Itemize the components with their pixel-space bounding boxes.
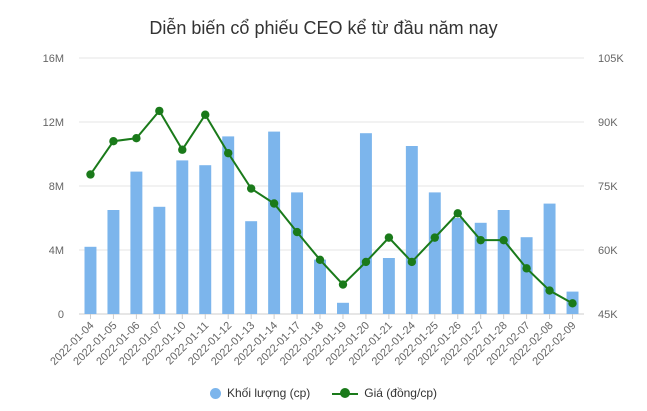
price-point	[292, 227, 302, 237]
volume-bar	[268, 131, 281, 314]
volume-bar	[314, 259, 326, 314]
x-axis: 2022-01-042022-01-052022-01-062022-01-07…	[48, 314, 579, 368]
price-point	[568, 299, 577, 308]
y-right-tick-label: 75K	[598, 181, 618, 193]
volume-bar	[84, 246, 97, 314]
volume-bar	[199, 165, 212, 314]
y-right-tick-label: 45K	[598, 309, 618, 321]
y-axis-left: 0 4M 8M 12M 16M	[43, 53, 64, 321]
price-point	[315, 255, 325, 265]
price-point	[224, 148, 233, 158]
price-line	[86, 106, 577, 308]
chart-title: Diễn biến cổ phiếu CEO kể từ đầu năm nay	[149, 18, 498, 38]
volume-bar	[359, 133, 372, 314]
volume-bar	[291, 192, 304, 314]
price-point	[476, 235, 485, 245]
price-point	[430, 233, 439, 242]
y-right-tick-label: 105K	[598, 53, 624, 65]
price-point	[338, 280, 348, 289]
y-left-tick-label: 4M	[49, 245, 64, 257]
y-left-tick-label: 12M	[43, 117, 64, 129]
volume-bar	[474, 222, 487, 314]
legend-price-swatch	[332, 388, 359, 399]
price-point	[384, 233, 394, 242]
price-point	[155, 106, 164, 116]
y-left-tick-label: 0	[58, 309, 64, 321]
volume-bars	[84, 131, 579, 314]
volume-bar	[543, 203, 556, 314]
volume-bar	[130, 171, 143, 314]
volume-bar	[153, 206, 166, 314]
chart-area: 0 4M 8M 12M 16M 45K 60K 75K 90K 105K 2022-01-042…	[43, 53, 625, 368]
price-point	[178, 145, 187, 154]
y-right-tick-label: 90K	[598, 117, 618, 129]
volume-bar	[107, 210, 120, 314]
price-point	[522, 264, 531, 273]
price-point	[499, 235, 508, 245]
price-point	[361, 257, 371, 267]
legend-volume-swatch	[210, 387, 221, 399]
price-point	[269, 199, 279, 208]
volume-bar	[337, 302, 349, 314]
price-point	[132, 134, 141, 143]
price-point	[545, 286, 554, 295]
legend-item-price[interactable]: Giá (đồng/cp)	[332, 386, 437, 400]
y-axis-right: 45K 60K 75K 90K 105K	[598, 53, 624, 321]
price-point	[201, 110, 210, 119]
volume-bar	[497, 210, 510, 314]
price-point	[407, 257, 417, 267]
volume-bar	[520, 237, 533, 314]
legend-volume-label: Khối lượng (cp)	[227, 386, 311, 400]
volume-bar	[176, 160, 189, 314]
price-point	[453, 209, 462, 218]
volume-bar	[405, 146, 418, 314]
volume-bar	[245, 221, 258, 314]
price-point	[109, 137, 118, 146]
price-point	[86, 170, 95, 179]
price-point	[246, 184, 256, 193]
volume-bar	[451, 218, 464, 314]
price-line-path	[89, 109, 574, 305]
volume-bar	[222, 136, 235, 314]
y-left-tick-label: 8M	[49, 181, 64, 193]
legend: Khối lượng (cp) Giá (đồng/cp)	[0, 386, 647, 400]
y-right-tick-label: 60K	[598, 245, 618, 257]
volume-bar	[382, 258, 395, 314]
y-left-tick-label: 16M	[43, 53, 64, 65]
legend-price-label: Giá (đồng/cp)	[364, 386, 437, 400]
volume-bar	[428, 192, 441, 314]
legend-item-volume[interactable]: Khối lượng (cp)	[210, 386, 310, 400]
